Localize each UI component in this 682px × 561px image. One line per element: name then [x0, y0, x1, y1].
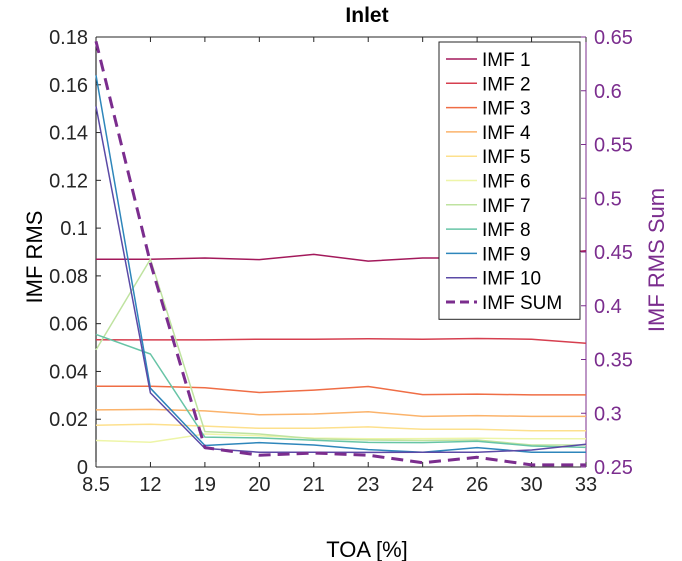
y-tick-label: 0.14 — [49, 123, 88, 145]
x-tick-label: 19 — [194, 474, 216, 496]
y-tick-label: 0.04 — [49, 361, 88, 383]
x-tick-label: 30 — [520, 474, 542, 496]
y2-tick-label: 0.45 — [594, 242, 633, 264]
y-tick-label: 0.12 — [49, 170, 88, 192]
chart-title: Inlet — [345, 4, 388, 27]
x-tick-label: 23 — [357, 474, 379, 496]
x-tick-label: 20 — [248, 474, 270, 496]
y-tick-label: 0.08 — [49, 266, 88, 288]
y2-tick-label: 0.25 — [594, 457, 633, 479]
x-tick-label: 26 — [466, 474, 488, 496]
series-line-imf-2 — [95, 337, 587, 345]
x-tick-label: 8.5 — [82, 474, 110, 496]
series-line-imf-7 — [95, 258, 586, 446]
y-tick-label: 0.1 — [60, 218, 88, 240]
y2-tick-label: 0.35 — [594, 350, 633, 372]
y2-axis-label: IMF RMS Sum — [644, 188, 669, 332]
y2-tick-label: 0.6 — [594, 81, 622, 103]
legend-label: IMF 9 — [482, 244, 531, 265]
series-line-imf-4 — [95, 408, 586, 418]
series-line-imf-10 — [95, 106, 587, 454]
x-axis-label: TOA [%] — [326, 537, 408, 561]
legend-label: IMF 4 — [482, 123, 531, 144]
y-tick-label: 0.06 — [49, 314, 88, 336]
y2-tick-label: 0.4 — [594, 296, 622, 318]
legend-label: IMF 5 — [482, 147, 531, 168]
y2-tick-label: 0.5 — [594, 188, 622, 210]
legend-label: IMF 2 — [482, 74, 531, 95]
legend-label: IMF 1 — [482, 50, 531, 71]
legend-label: IMF 7 — [482, 196, 531, 217]
y-tick-label: 0.18 — [49, 27, 88, 49]
legend-label: IMF SUM — [482, 293, 562, 314]
y-tick-label: 0.02 — [49, 409, 88, 431]
x-tick-label: 33 — [575, 474, 597, 496]
y-axis-label: IMF RMS — [22, 211, 47, 304]
legend-label: IMF 10 — [482, 269, 541, 290]
x-tick-label: 24 — [412, 474, 434, 496]
series-line-imf-3 — [96, 385, 586, 396]
y-tick-label: 0.16 — [49, 75, 88, 97]
series-line-imf-9 — [95, 75, 586, 453]
y-tick-label: 0 — [77, 457, 88, 479]
series-line-imf-5 — [95, 423, 586, 432]
x-tick-label: 21 — [303, 474, 325, 496]
legend-label: IMF 6 — [482, 172, 531, 193]
series-line-imf-8 — [95, 333, 587, 449]
x-tick-label: 12 — [139, 474, 161, 496]
legend-label: IMF 8 — [482, 220, 531, 241]
series-line-imf-sum — [94, 40, 586, 467]
series-line-imf-6 — [95, 433, 586, 443]
plot-area: 8.5 12 19 20 21 23 24 26 30 33 0 0.02 0.04 0.06 0.08 0.… — [49, 27, 633, 496]
y2-tick-label: 0.3 — [594, 403, 622, 425]
y2-tick-label: 0.55 — [594, 135, 633, 157]
y2-tick-label: 0.65 — [594, 27, 633, 49]
legend-label: IMF 3 — [482, 99, 531, 120]
